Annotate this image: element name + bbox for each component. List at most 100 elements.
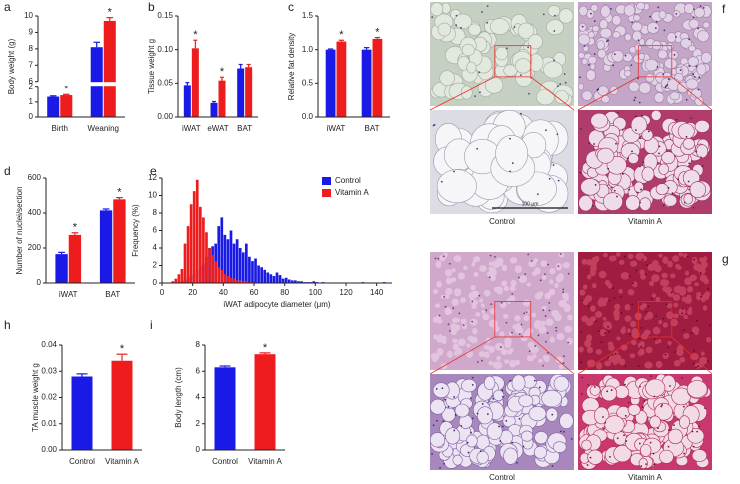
cell (684, 277, 692, 286)
cell (620, 344, 628, 351)
cell (495, 46, 509, 61)
nucleus (643, 400, 646, 402)
cell (676, 348, 684, 357)
histogram-bar (294, 280, 297, 283)
cell (518, 394, 534, 408)
cell (696, 30, 710, 43)
cell (645, 378, 666, 397)
nucleus (654, 27, 657, 30)
cell (563, 303, 571, 310)
cell (618, 288, 623, 294)
nucleus (621, 128, 624, 131)
cell (491, 321, 498, 327)
nucleus (438, 314, 441, 317)
cell (669, 91, 680, 101)
nucleus (693, 75, 696, 78)
cell (591, 25, 600, 32)
nucleus (452, 307, 455, 310)
y-tick-label: 1.5 (302, 11, 314, 20)
x-tick-label: 20 (188, 288, 197, 297)
cell (437, 22, 452, 37)
cell (683, 193, 694, 205)
nucleus (544, 315, 547, 317)
cell (461, 378, 477, 393)
nucleus (602, 416, 604, 418)
cell (446, 350, 453, 358)
nucleus (667, 445, 670, 448)
nucleus (551, 413, 554, 416)
nucleus (639, 201, 641, 204)
zoom-line (671, 76, 713, 111)
cell (564, 325, 573, 333)
nucleus (681, 377, 684, 379)
nucleus (609, 456, 611, 458)
cell (500, 348, 508, 356)
nucleus (679, 69, 682, 72)
nucleus (677, 178, 679, 181)
nucleus (509, 379, 512, 382)
nucleus (593, 20, 596, 23)
nucleus (581, 25, 584, 28)
cell (459, 297, 466, 303)
cell (649, 415, 661, 429)
nucleus (542, 309, 545, 311)
nucleus (624, 414, 627, 417)
cell (683, 3, 695, 14)
cell (594, 311, 603, 318)
cell (480, 303, 485, 308)
nucleus (591, 205, 594, 207)
nucleus (437, 257, 440, 260)
cell (558, 364, 564, 370)
cell (618, 358, 626, 366)
cell (577, 82, 585, 91)
cell (505, 359, 510, 364)
nucleus (559, 253, 562, 255)
significance: * (263, 342, 268, 354)
nucleus (523, 312, 526, 315)
cell (654, 340, 659, 345)
nucleus (658, 145, 661, 148)
nucleus (435, 388, 438, 390)
nucleus (650, 297, 653, 300)
bar (113, 199, 126, 283)
cell (581, 90, 593, 101)
cell (666, 311, 674, 320)
nucleus (682, 405, 685, 408)
cell (660, 279, 670, 287)
nucleus (562, 291, 565, 293)
cell (644, 58, 659, 72)
nucleus (476, 147, 479, 150)
nucleus (616, 437, 619, 440)
nucleus (448, 262, 451, 265)
cell (638, 52, 645, 60)
zoom-line (530, 76, 575, 111)
nucleus (583, 45, 586, 47)
significance: * (193, 29, 198, 41)
cell (476, 406, 493, 425)
x-tick-label: Weaning (88, 124, 119, 133)
nucleus (698, 425, 701, 428)
cell (590, 305, 596, 312)
nucleus (640, 345, 643, 348)
cell (461, 43, 475, 57)
legend-label: Control (335, 176, 361, 185)
cell (554, 282, 559, 289)
y-tick-label: 0 (153, 278, 158, 287)
panel-letter: a (4, 0, 11, 14)
nucleus (447, 406, 450, 408)
cell (578, 346, 584, 353)
nucleus (688, 38, 691, 41)
nucleus (488, 276, 491, 279)
y-axis-label: Body length (cm) (174, 367, 183, 428)
cell (478, 351, 486, 358)
cell (629, 260, 638, 267)
nucleus (460, 26, 462, 29)
nucleus (490, 303, 493, 306)
cell (492, 260, 501, 269)
cell (586, 334, 593, 342)
histogram-bar (284, 277, 288, 283)
nucleus (542, 364, 544, 367)
nucleus (690, 117, 693, 120)
nucleus (604, 421, 607, 424)
cell (638, 82, 652, 94)
